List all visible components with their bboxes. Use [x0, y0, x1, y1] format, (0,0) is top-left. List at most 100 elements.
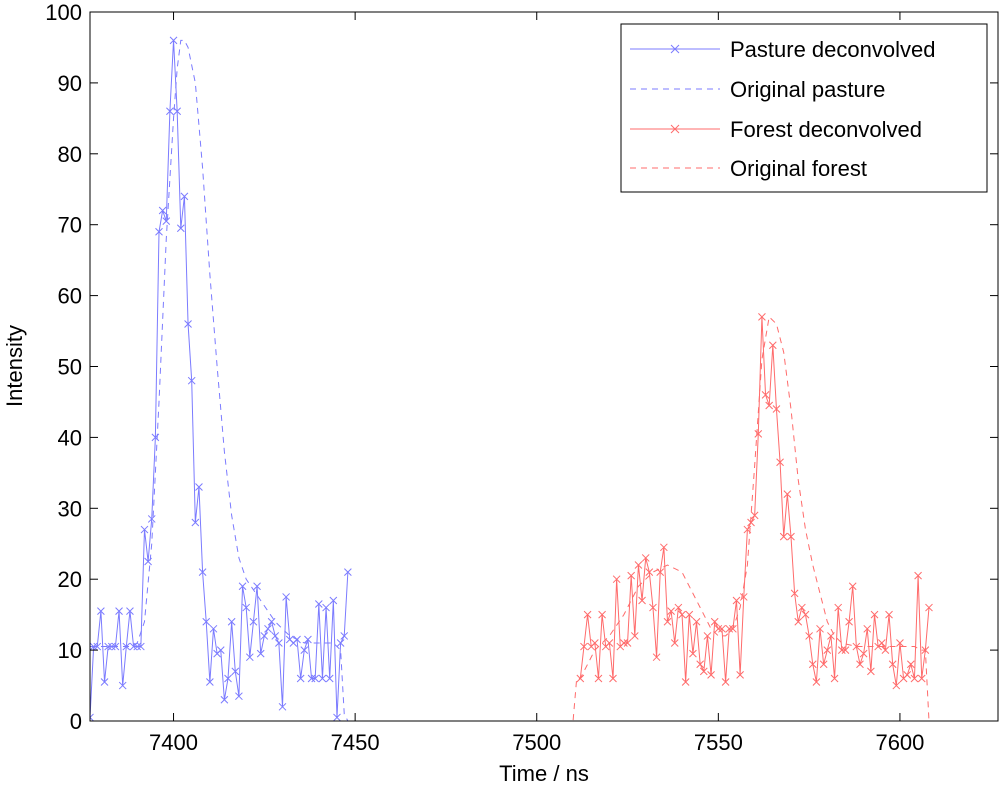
data-point [917, 674, 926, 683]
series-line-original-forest [90, 315, 998, 721]
data-point [107, 642, 116, 651]
data-point [689, 649, 697, 658]
data-point [598, 610, 606, 619]
data-point [703, 632, 712, 640]
data-point [736, 671, 744, 679]
data-point [801, 610, 810, 619]
y-tick-label-2: 20 [58, 567, 82, 592]
legend-label: Original pasture [730, 77, 885, 102]
data-point [714, 624, 723, 633]
data-point [841, 646, 850, 654]
data-point [663, 617, 672, 626]
data-point [104, 642, 113, 651]
data-point [819, 660, 828, 669]
y-tick-label-0: 0 [70, 709, 82, 734]
data-point [93, 642, 102, 651]
data-point [772, 405, 781, 413]
data-point [816, 624, 824, 633]
data-point [242, 603, 251, 612]
data-point [129, 642, 138, 651]
data-point [848, 582, 857, 591]
data-point [594, 674, 603, 683]
data-point [837, 646, 846, 654]
data-point [739, 593, 748, 601]
data-point [235, 692, 243, 701]
data-point [783, 490, 792, 498]
legend-marker [670, 124, 680, 134]
data-point [906, 660, 915, 669]
series-pasture-deconvolved [90, 36, 352, 721]
y-tick-label-8: 80 [58, 142, 82, 167]
data-point [224, 674, 232, 683]
legend-entry-pasture-deconvolved: Pasture deconvolved [630, 37, 935, 62]
data-point [863, 624, 872, 633]
data-point [867, 667, 875, 676]
legend-marker [670, 44, 680, 54]
data-point [798, 603, 806, 612]
data-point [147, 515, 156, 523]
data-point [856, 660, 864, 669]
y-tick-label-6: 60 [58, 284, 82, 309]
data-point [630, 632, 639, 640]
data-point [325, 674, 334, 683]
data-point [852, 642, 861, 651]
data-point [903, 671, 912, 679]
data-point [162, 217, 171, 226]
data-point [198, 568, 207, 576]
data-point [641, 554, 650, 562]
data-point [118, 681, 127, 690]
y-tick-label-10: 100 [45, 0, 82, 25]
legend-entry-original-pasture: Original pasture [630, 77, 885, 102]
y-axis-label: Intensity [2, 325, 27, 407]
data-point [674, 603, 683, 612]
data-point [678, 610, 686, 619]
data-point [216, 646, 225, 654]
legend-box [620, 23, 988, 193]
data-point [300, 646, 309, 654]
data-point [97, 607, 105, 615]
data-point [267, 617, 276, 626]
data-point [765, 401, 774, 410]
series-original-forest [90, 315, 998, 721]
data-point [627, 571, 636, 580]
data-point [220, 695, 229, 704]
data-point [90, 713, 94, 721]
data-point [805, 632, 813, 640]
x-tick-label-2: 7500 [512, 730, 561, 755]
data-point [732, 596, 741, 605]
series-line-original-pasture [90, 39, 998, 721]
data-point [202, 617, 211, 626]
data-point [830, 674, 839, 683]
y-tick-label-3: 30 [58, 496, 82, 521]
data-point [790, 589, 799, 598]
data-point [180, 192, 189, 201]
data-point [808, 660, 817, 669]
data-point [859, 649, 868, 658]
data-point [834, 603, 843, 612]
data-point [238, 582, 247, 591]
data-point [779, 532, 788, 541]
data-point [136, 642, 145, 651]
data-point [166, 107, 174, 116]
data-point [209, 624, 218, 633]
legend-label: Forest deconvolved [730, 117, 922, 142]
data-point [609, 674, 617, 683]
data-point [311, 674, 320, 683]
legend-entry-forest-deconvolved: Forest deconvolved [630, 117, 922, 142]
data-point [275, 639, 283, 647]
data-point [583, 610, 592, 619]
data-point [336, 639, 345, 647]
data-point [638, 596, 646, 605]
data-point [718, 624, 726, 633]
legend: Pasture deconvolved Original pasture Fores… [620, 23, 988, 193]
data-point [925, 603, 933, 612]
data-point [256, 649, 265, 658]
data-point [761, 391, 770, 399]
y-tick-label-5: 50 [58, 355, 82, 380]
series-forest-deconvolved [576, 313, 933, 690]
data-point [692, 617, 701, 626]
data-point [249, 617, 258, 626]
data-point [823, 646, 832, 654]
data-point [271, 632, 280, 640]
y-tick-label-4: 40 [58, 425, 82, 450]
